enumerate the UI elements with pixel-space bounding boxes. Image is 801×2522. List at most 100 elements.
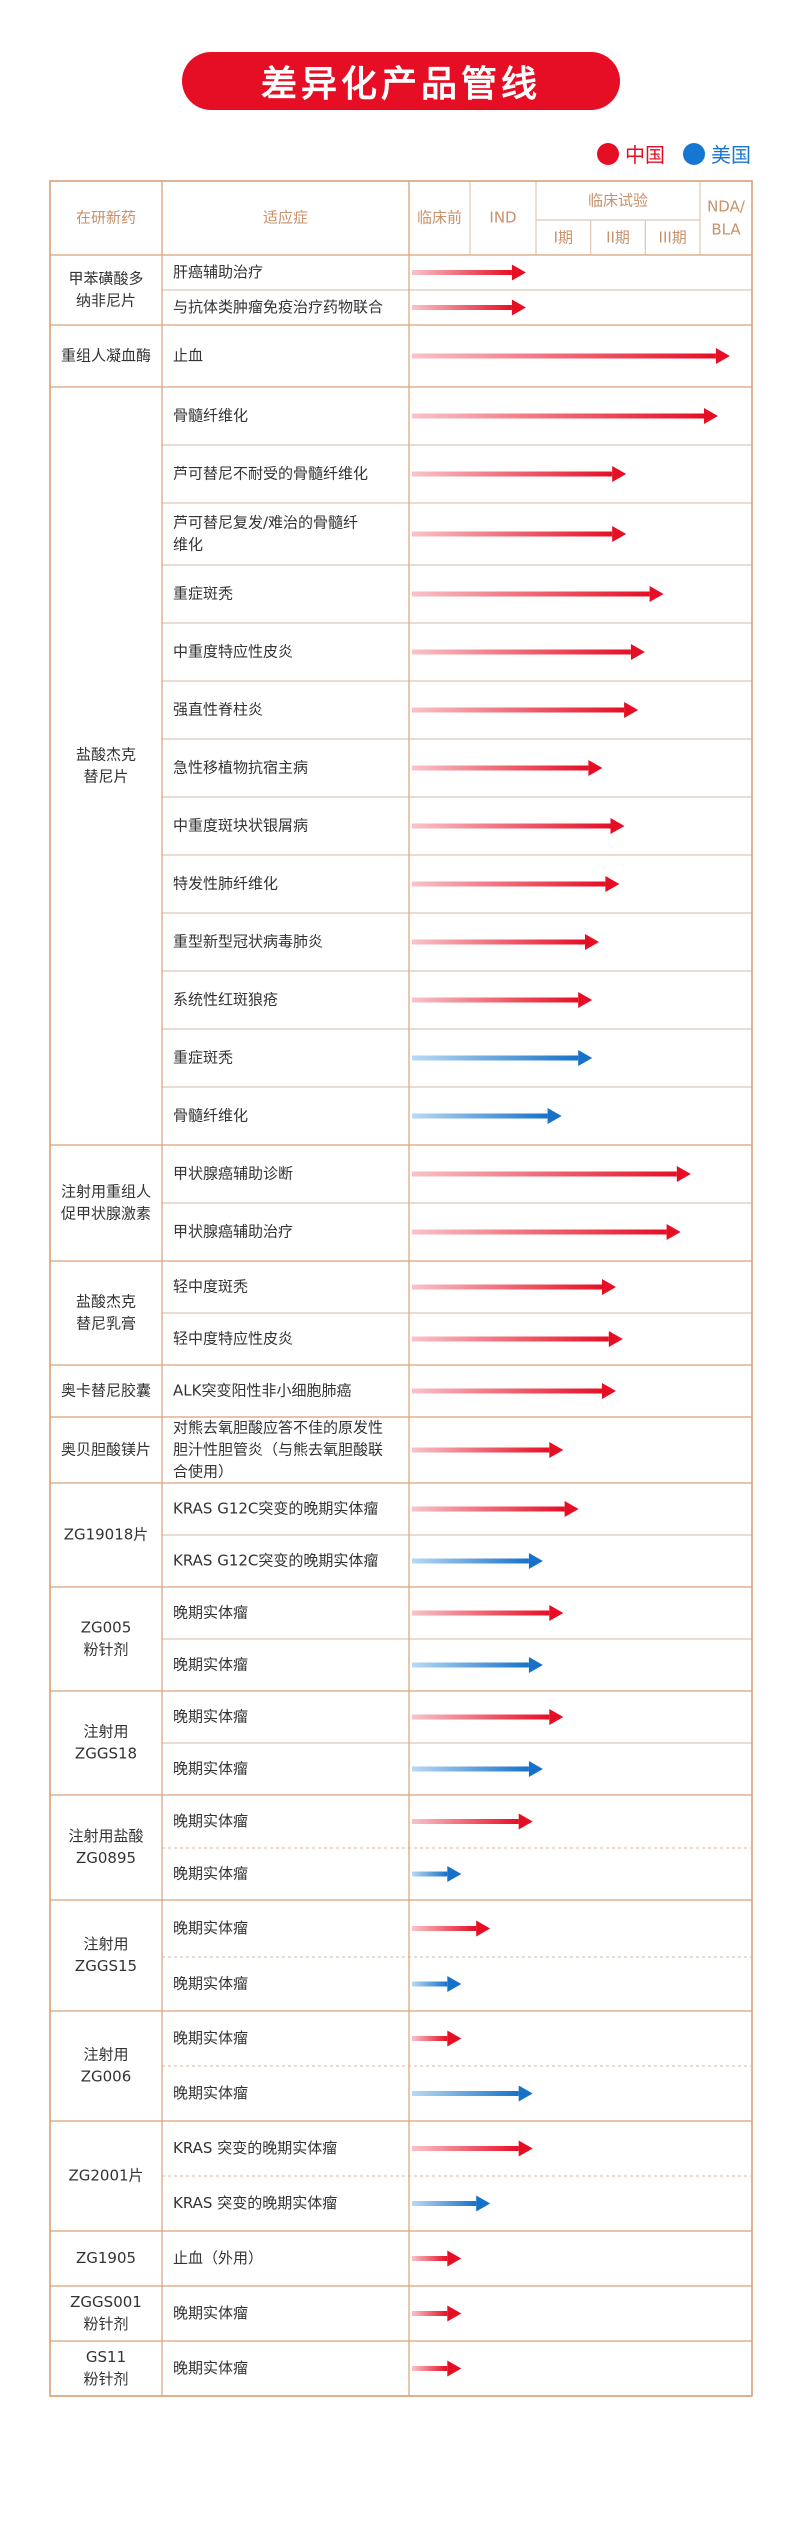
drug-name: 盐酸杰克	[76, 746, 136, 764]
arrow-head-icon	[447, 1866, 462, 1882]
progress-bar-usa	[412, 2201, 477, 2206]
legend: 中国 美国	[579, 139, 751, 168]
arrow-head-icon	[528, 1657, 543, 1673]
arrow-head-icon	[549, 1442, 564, 1458]
drug-name: ZG0895	[76, 1849, 136, 1867]
progress-bar-china	[412, 305, 512, 310]
indication-text: 止血（外用）	[173, 2249, 263, 2267]
progress-bar-china	[412, 591, 650, 597]
arrow-head-icon	[447, 2250, 462, 2267]
progress-bar-usa	[412, 1113, 548, 1119]
drug-name: ZG19018片	[64, 1526, 149, 1544]
indication-text: 胆汁性胆管炎（与熊去氧胆酸联	[173, 1441, 383, 1459]
drug-name: ZG005	[81, 1619, 132, 1637]
arrow-head-icon	[585, 934, 599, 950]
progress-bar-china	[412, 649, 631, 655]
indication-text: 晚期实体瘤	[173, 1656, 248, 1674]
progress-bar-china	[412, 1819, 519, 1824]
indication-text: 中重度特应性皮炎	[173, 643, 293, 661]
drug-name: 替尼片	[83, 768, 128, 786]
indication-text: 肝癌辅助治疗	[173, 263, 263, 281]
drug-name: 注射用重组人	[61, 1183, 151, 1201]
legend-usa-label: 美国	[711, 143, 751, 167]
progress-bar-usa	[412, 1055, 579, 1061]
indication-text: 重型新型冠状病毒肺炎	[173, 933, 323, 951]
header-bla: BLA	[711, 221, 741, 239]
progress-bar-usa	[412, 1871, 448, 1877]
indication-text: 中重度斑块状银屑病	[173, 817, 308, 835]
legend-china-label: 中国	[625, 143, 665, 167]
indication-text: 重症斑秃	[173, 1049, 233, 1067]
drug-name: 盐酸杰克	[76, 1293, 136, 1311]
progress-bar-china	[412, 1714, 550, 1720]
drug-name: 注射用	[83, 1935, 128, 1953]
progress-bar-china	[412, 353, 716, 359]
progress-bar-china	[412, 531, 613, 537]
table-border	[49, 180, 753, 2397]
progress-bar-china	[412, 2256, 448, 2261]
drug-name: 替尼乳膏	[76, 1315, 136, 1333]
indication-text: 骨髓纤维化	[173, 1107, 248, 1125]
drug-name: 重组人凝血酶	[61, 347, 151, 365]
arrow-head-icon	[518, 2085, 533, 2102]
indication-text: 止血	[173, 347, 203, 365]
header-drug: 在研新药	[76, 209, 136, 227]
arrow-head-icon	[588, 760, 603, 776]
indication-text: KRAS 突变的晚期实体瘤	[173, 2139, 337, 2157]
header-clinical: 临床试验	[588, 192, 648, 210]
header-ind: IND	[489, 209, 516, 227]
indication-text: 芦可替尼复发/难治的骨髓纤	[173, 514, 358, 532]
indication-text: 强直性脊柱炎	[173, 701, 263, 719]
indication-text: 对熊去氧胆酸应答不佳的原发性	[173, 1419, 383, 1437]
progress-bar-china	[412, 2311, 448, 2316]
drug-name: 粉针剂	[83, 2315, 128, 2333]
indication-text: 维化	[173, 536, 203, 554]
arrow-head-icon	[578, 1050, 593, 1066]
indication-text: 晚期实体瘤	[173, 2029, 248, 2047]
progress-bar-china	[412, 1171, 677, 1177]
drug-name: ZGGS15	[75, 1957, 137, 1975]
arrow-head-icon	[602, 1383, 616, 1399]
arrow-head-icon	[549, 1709, 564, 1725]
drug-name: 粉针剂	[83, 1641, 128, 1659]
arrow-head-icon	[476, 2195, 491, 2212]
progress-bar-china	[412, 881, 606, 887]
indication-text: 晚期实体瘤	[173, 1604, 248, 1622]
indication-text: 晚期实体瘤	[173, 2084, 248, 2102]
arrow-head-icon	[578, 992, 593, 1008]
indication-text: 甲状腺癌辅助诊断	[173, 1165, 293, 1183]
indication-text: 甲状腺癌辅助治疗	[173, 1223, 293, 1241]
arrow-head-icon	[666, 1224, 681, 1240]
arrow-head-icon	[518, 2140, 533, 2157]
arrow-head-icon	[447, 2305, 462, 2322]
arrow-head-icon	[447, 2360, 462, 2377]
indication-text: KRAS G12C突变的晚期实体瘤	[173, 1500, 378, 1518]
drug-name: 纳非尼片	[76, 292, 136, 310]
indication-text: ALK突变阳性非小细胞肺癌	[173, 1382, 351, 1400]
progress-bar-china	[412, 471, 613, 477]
progress-bar-china	[412, 1388, 602, 1394]
arrow-head-icon	[704, 408, 718, 424]
drug-name: ZGGS001	[70, 2293, 142, 2311]
indication-text: 骨髓纤维化	[173, 407, 248, 425]
indication-text: 与抗体类肿瘤免疫治疗药物联合	[173, 298, 383, 316]
progress-bar-china	[412, 1447, 550, 1453]
progress-bar-usa	[412, 1981, 448, 1987]
arrow-head-icon	[612, 526, 627, 542]
drug-name: ZG2001片	[68, 2167, 143, 2185]
progress-bar-china	[412, 1610, 550, 1616]
header-preclinical: 临床前	[417, 209, 462, 227]
indication-text: 晚期实体瘤	[173, 1865, 248, 1883]
drug-name: ZGGS18	[75, 1745, 137, 1763]
header-phase2: II期	[606, 229, 630, 247]
progress-bar-china	[412, 1284, 602, 1290]
drug-name: 粉针剂	[83, 2370, 128, 2388]
indication-text: 芦可替尼不耐受的骨髓纤维化	[173, 465, 368, 483]
arrow-head-icon	[564, 1501, 579, 1517]
header-phase3: III期	[659, 229, 687, 247]
drug-name: 促甲状腺激素	[61, 1205, 151, 1223]
arrow-head-icon	[518, 1813, 533, 1830]
progress-bar-china	[412, 2366, 448, 2371]
arrow-head-icon	[447, 2030, 462, 2047]
arrow-head-icon	[608, 1331, 623, 1347]
